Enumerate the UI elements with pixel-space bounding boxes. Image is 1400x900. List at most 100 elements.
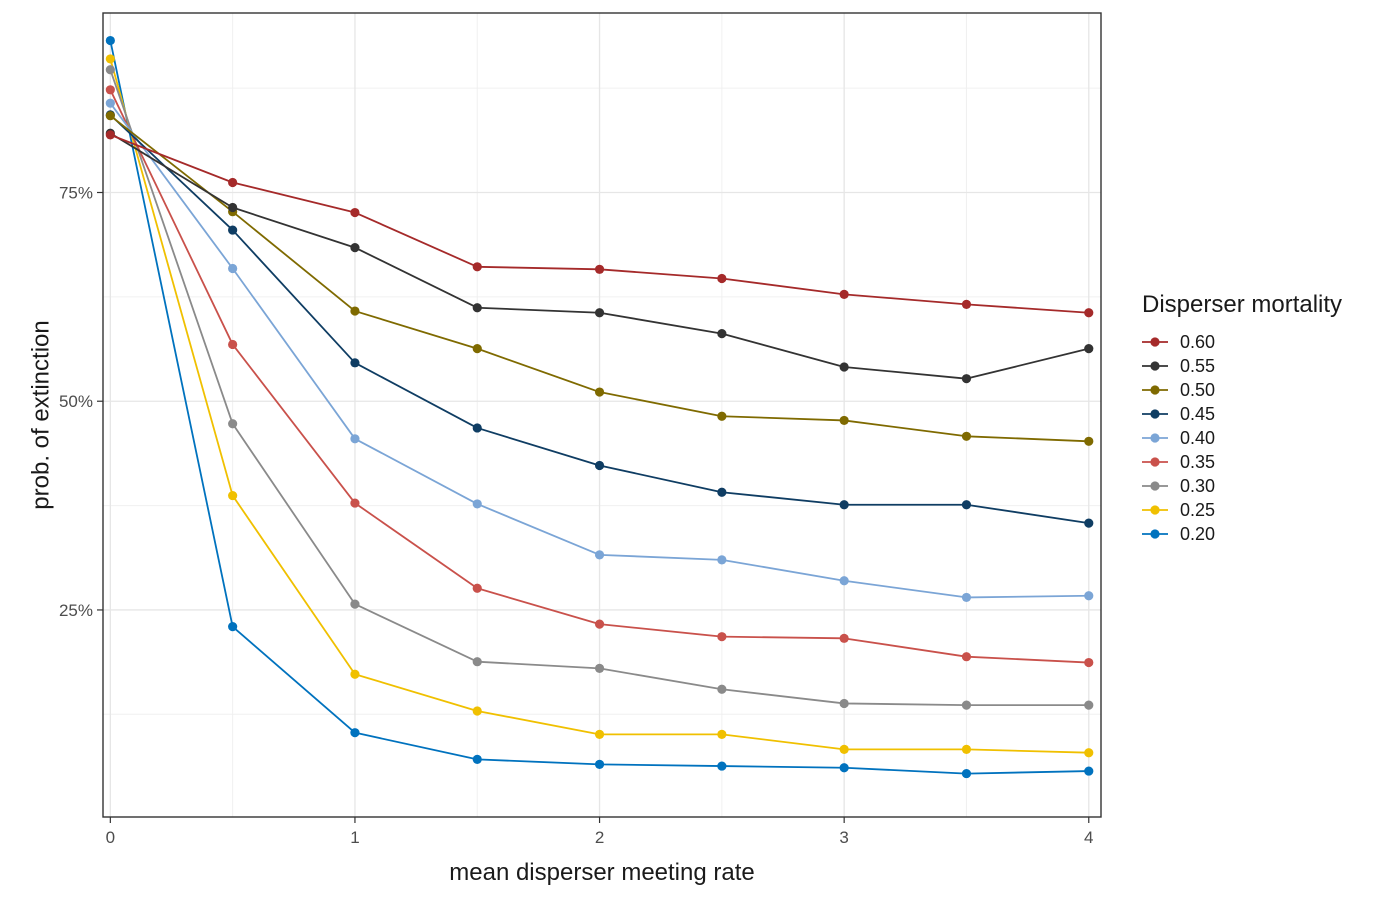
legend-item-0.40: 0.40 [1142,428,1215,448]
legend-key-point [1150,433,1160,443]
y-tick-label: 75% [59,184,93,203]
legend-item-0.30: 0.30 [1142,476,1215,496]
legend-key-point [1150,361,1160,371]
data-point [472,303,482,313]
y-axis: 25% 50% 75% [59,184,103,620]
data-point [594,550,605,560]
data-point [961,592,972,603]
data-point [105,54,115,64]
x-tick-label: 3 [839,828,848,847]
legend-title: Disperser mortality [1142,291,1342,318]
legend-label: 0.45 [1180,404,1215,424]
data-point [961,744,972,754]
legend-key-point [1150,457,1160,467]
data-point [472,344,482,354]
x-tick-label: 1 [350,828,359,847]
data-point [350,498,360,508]
y-tick-label: 50% [59,392,93,411]
data-point [350,728,360,738]
data-point [717,273,727,284]
data-point [594,264,605,274]
data-point [839,633,849,643]
data-point [594,619,605,629]
legend-label: 0.50 [1180,380,1215,400]
legend-item-0.25: 0.25 [1142,500,1215,520]
data-point [472,754,482,764]
x-axis: 0 1 2 3 4 [106,817,1094,847]
data-point [228,202,238,213]
data-point [961,299,972,309]
series-0.60 [105,130,1094,318]
data-point [350,669,360,679]
legend-label: 0.40 [1180,428,1215,448]
data-point [594,729,605,739]
series-0.55 [105,128,1094,384]
series-0.20 [105,35,1094,779]
series-0.30 [105,65,1094,710]
panel-border [102,12,1102,818]
data-point [839,744,849,754]
data-point [472,657,482,667]
data-point [961,374,972,384]
data-point [717,684,727,694]
data-point [105,35,115,46]
data-point [105,111,115,121]
data-point [961,500,972,510]
x-tick-label: 2 [595,828,604,847]
data-point [350,207,360,218]
data-point [1084,436,1094,446]
data-point [961,700,972,710]
data-point [594,460,605,471]
data-point [1084,591,1094,601]
data-point [839,362,849,372]
data-point [105,98,115,108]
data-point [350,599,360,609]
data-point [472,583,482,593]
legend-item-0.45: 0.45 [1142,404,1215,424]
data-point [961,431,972,441]
legend-key-point [1150,385,1160,395]
data-point [472,262,482,272]
data-point [961,652,972,662]
data-point [228,339,238,350]
data-point [717,555,727,565]
series-0.25 [105,54,1094,758]
data-point [839,698,849,709]
legend-key-point [1150,409,1160,419]
legend-label: 0.60 [1180,332,1215,352]
data-point [350,243,360,253]
data-point [717,632,727,642]
data-point [228,263,238,274]
data-point [228,622,238,632]
data-point [839,289,849,299]
major-gridlines [103,13,1101,817]
data-point [472,706,482,716]
y-axis-title: prob. of extinction [27,320,54,509]
data-point [839,500,849,510]
legend-item-0.50: 0.50 [1142,380,1215,400]
data-point [1084,308,1094,318]
data-point [1084,748,1094,758]
data-point [350,434,360,444]
legend-key-point [1150,505,1160,515]
series-0.35 [105,85,1094,668]
data-point [105,85,115,95]
data-point [472,499,482,509]
legend-key-point [1150,337,1160,347]
data-point [105,65,115,75]
legend-item-0.35: 0.35 [1142,452,1215,472]
x-tick-label: 4 [1084,828,1093,847]
data-point [1084,657,1094,668]
series-0.50 [105,111,1094,446]
data-point [472,423,482,433]
data-point [1084,766,1094,776]
data-point [1084,518,1094,528]
data-point [717,328,727,339]
series-layer [105,35,1094,779]
legend-item-0.60: 0.60 [1142,332,1215,352]
data-point [839,415,849,426]
data-point [717,761,727,771]
legend: Disperser mortality 0.60 0.55 0.50 0.45 0.40… [1142,291,1342,544]
x-axis-title: mean disperser meeting rate [449,859,754,886]
